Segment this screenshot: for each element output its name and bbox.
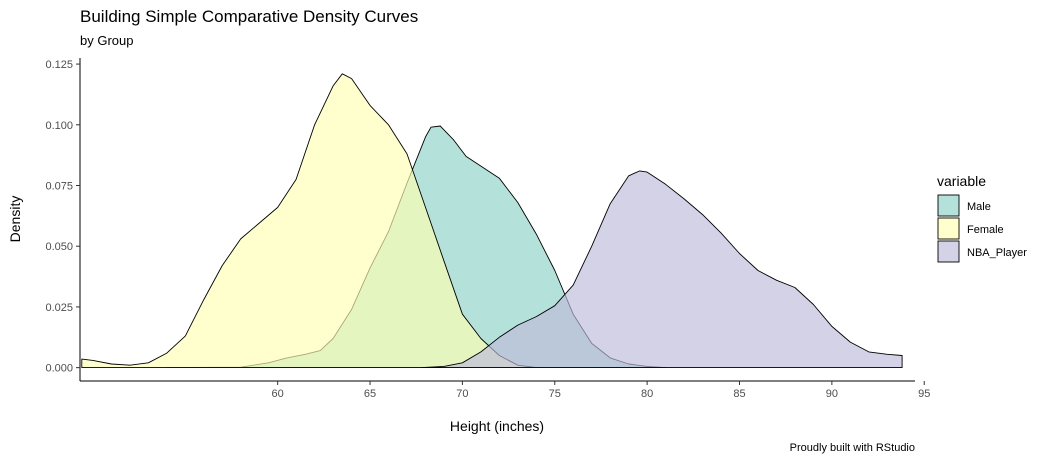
ticks-layer: 60 65 70 75 80 85 90 95 0.000 0.025 0.050 0.075 0.10…	[45, 59, 930, 400]
y-tick-label: 0.050	[45, 241, 73, 253]
x-tick-label: 90	[826, 388, 838, 400]
legend-swatch-female	[937, 217, 960, 240]
chart-title: Building Simple Comparative Density Curv…	[80, 7, 418, 26]
legend-title: variable	[937, 173, 986, 189]
x-tick-label: 85	[733, 388, 745, 400]
legend-label-male: Male	[967, 201, 991, 213]
y-axis-title: Density	[7, 196, 23, 243]
x-tick-label: 95	[918, 388, 930, 400]
legend-swatch-male	[937, 194, 960, 217]
x-axis-title: Height (inches)	[450, 418, 544, 434]
y-tick-label: 0.000	[45, 363, 73, 375]
legend-items: Male Female NBA_Player	[937, 194, 1027, 263]
y-tick-label: 0.025	[45, 302, 73, 314]
x-tick-label: 75	[549, 388, 561, 400]
y-tick-label: 0.075	[45, 181, 73, 193]
series-layer	[81, 73, 903, 369]
legend-label-female: Female	[967, 224, 1004, 236]
density-curve-female	[81, 73, 537, 369]
density-curve-nba-player	[421, 170, 903, 369]
x-tick-label: 65	[364, 388, 376, 400]
x-tick-label: 60	[272, 388, 284, 400]
y-tick-label: 0.125	[45, 59, 73, 71]
x-tick-label: 80	[641, 388, 653, 400]
chart-caption: Proudly built with RStudio	[790, 442, 915, 454]
chart-subtitle: by Group	[80, 33, 133, 48]
x-tick-label: 70	[456, 388, 468, 400]
y-tick-label: 0.100	[45, 120, 73, 132]
legend: variable Male Female NBA_Player	[937, 173, 1027, 263]
legend-swatch-nba-player	[937, 240, 960, 263]
legend-label-nba-player: NBA_Player	[967, 247, 1027, 259]
